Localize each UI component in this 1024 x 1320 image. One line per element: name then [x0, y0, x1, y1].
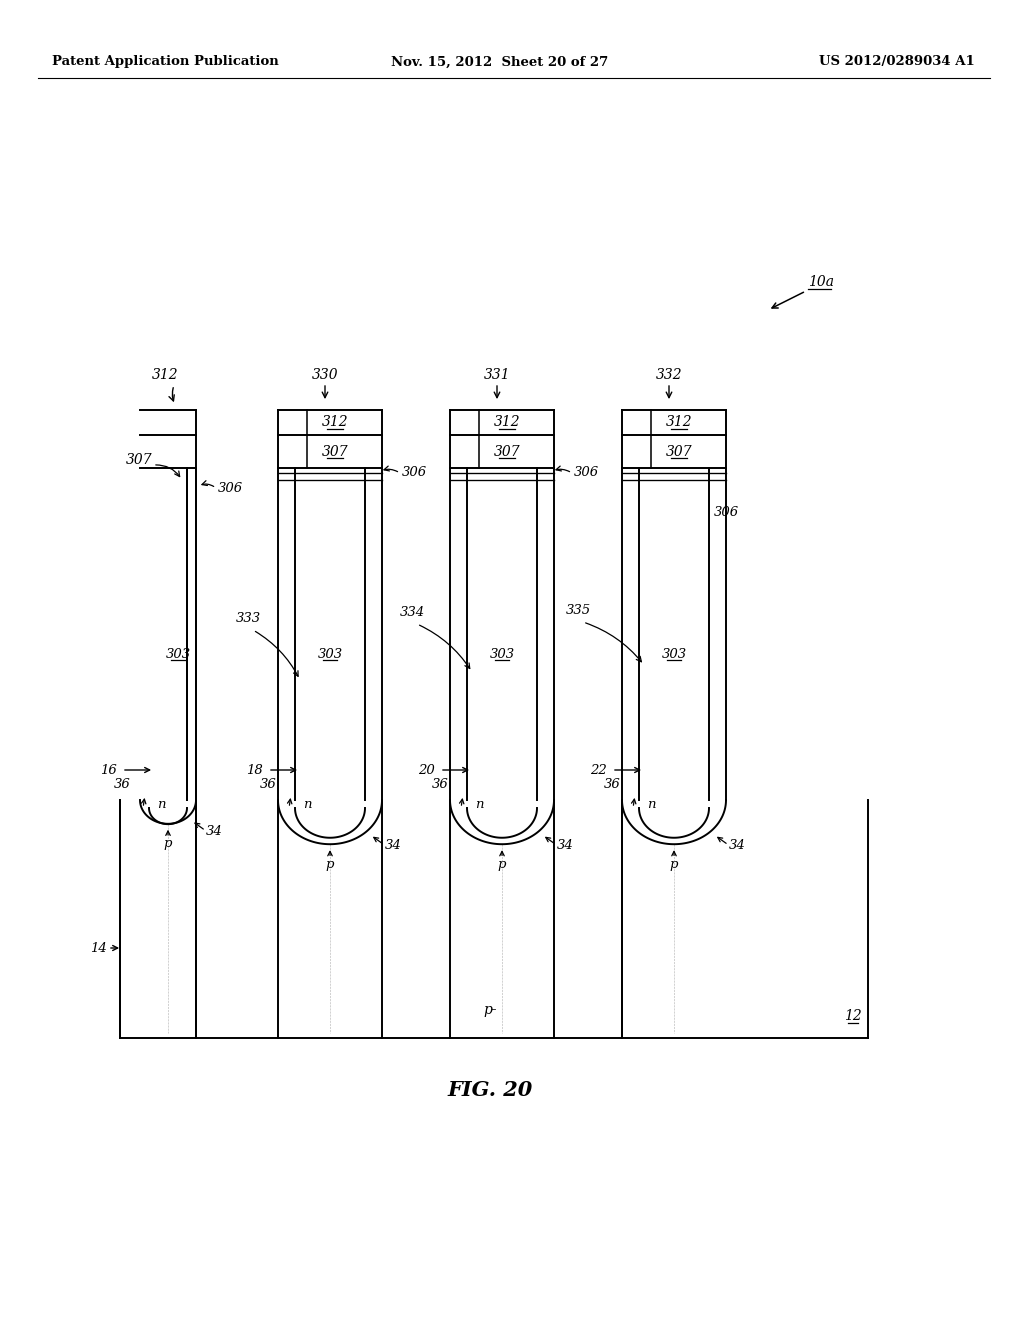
Text: 303: 303 — [662, 648, 686, 660]
Text: 20: 20 — [418, 763, 435, 776]
Text: Patent Application Publication: Patent Application Publication — [52, 55, 279, 69]
Text: p: p — [326, 858, 334, 871]
Text: 10a: 10a — [808, 275, 834, 289]
Text: 36: 36 — [604, 779, 621, 792]
Text: 34: 34 — [206, 825, 222, 838]
Text: 306: 306 — [714, 507, 739, 520]
Text: 36: 36 — [260, 779, 278, 792]
Text: 34: 34 — [556, 840, 573, 853]
Text: 333: 333 — [236, 611, 260, 624]
Text: 34: 34 — [728, 840, 745, 853]
Text: n: n — [647, 799, 655, 812]
Text: 34: 34 — [384, 840, 401, 853]
Text: p-: p- — [483, 1003, 497, 1016]
Text: 312: 312 — [666, 416, 692, 429]
Text: 334: 334 — [399, 606, 425, 619]
Text: 306: 306 — [402, 466, 427, 479]
Text: p: p — [164, 837, 172, 850]
Text: 307: 307 — [494, 445, 520, 458]
Text: Nov. 15, 2012  Sheet 20 of 27: Nov. 15, 2012 Sheet 20 of 27 — [391, 55, 608, 69]
Text: 303: 303 — [166, 648, 190, 660]
Text: 306: 306 — [574, 466, 599, 479]
Text: 330: 330 — [311, 368, 338, 381]
Text: 335: 335 — [565, 603, 591, 616]
Text: 303: 303 — [317, 648, 343, 660]
Text: US 2012/0289034 A1: US 2012/0289034 A1 — [819, 55, 975, 69]
Text: p: p — [670, 858, 678, 871]
Text: FIG. 20: FIG. 20 — [447, 1080, 532, 1100]
Text: 331: 331 — [483, 368, 510, 381]
Text: 306: 306 — [218, 482, 243, 495]
Text: 18: 18 — [246, 763, 263, 776]
Text: 12: 12 — [844, 1008, 862, 1023]
Text: p: p — [498, 858, 506, 871]
Text: 303: 303 — [489, 648, 515, 660]
Text: 332: 332 — [655, 368, 682, 381]
Text: n: n — [157, 799, 166, 812]
Text: n: n — [475, 799, 483, 812]
Text: 36: 36 — [115, 779, 131, 792]
Text: 312: 312 — [322, 416, 348, 429]
Text: 312: 312 — [494, 416, 520, 429]
Text: 307: 307 — [125, 453, 152, 467]
Text: 16: 16 — [100, 763, 117, 776]
Text: 36: 36 — [432, 779, 449, 792]
Text: 22: 22 — [590, 763, 607, 776]
Text: 307: 307 — [666, 445, 692, 458]
Text: n: n — [303, 799, 311, 812]
Text: 14: 14 — [90, 941, 106, 954]
Text: 312: 312 — [152, 368, 178, 381]
Text: 307: 307 — [322, 445, 348, 458]
